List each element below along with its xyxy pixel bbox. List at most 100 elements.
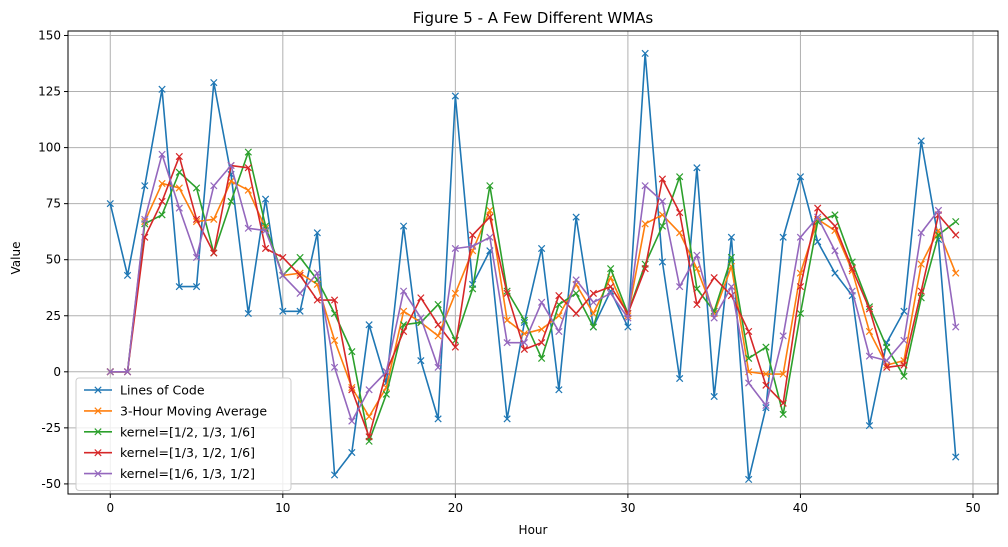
data-point-marker: [641, 49, 649, 58]
data-point-marker: [779, 233, 787, 241]
data-point-marker: [796, 282, 805, 291]
data-point-marker: [572, 289, 580, 297]
data-point-marker: [451, 343, 459, 351]
data-point-marker: [727, 233, 736, 241]
x-tick-label: 20: [448, 501, 463, 515]
x-axis-ticks: 0 10 20 30 40 50: [106, 494, 981, 515]
data-point-marker: [434, 415, 442, 423]
y-tick-label: 25: [46, 309, 61, 323]
data-point-marker: [917, 260, 925, 268]
y-tick-label: 75: [46, 197, 61, 211]
data-point-marker: [831, 211, 839, 219]
data-point-marker: [831, 247, 839, 255]
y-tick-label: 0: [53, 365, 61, 379]
data-point-marker: [676, 173, 684, 181]
data-point-marker: [434, 363, 442, 371]
legend-label: Lines of Code: [120, 383, 205, 398]
data-point-marker: [503, 316, 511, 324]
data-point-marker: [348, 448, 356, 457]
data-point-marker: [244, 309, 252, 318]
data-point-marker: [572, 213, 580, 221]
data-point-marker: [658, 197, 667, 206]
legend-label: 3-Hour Moving Average: [120, 403, 267, 418]
data-point-marker: [555, 291, 563, 300]
data-point-marker: [210, 78, 218, 87]
data-point-marker: [900, 372, 908, 380]
data-point-marker: [244, 186, 252, 194]
data-point-marker: [538, 325, 546, 333]
data-point-marker: [917, 137, 925, 145]
data-point-marker: [313, 229, 321, 237]
y-tick-label: 50: [46, 253, 61, 267]
data-point-marker: [917, 229, 925, 237]
data-point-marker: [952, 231, 960, 239]
data-point-marker: [538, 339, 546, 347]
data-point-marker: [538, 244, 546, 253]
data-point-marker: [727, 282, 736, 291]
data-point-marker: [952, 453, 960, 461]
data-point-marker: [210, 182, 218, 190]
data-point-marker: [814, 204, 822, 212]
data-point-marker: [175, 204, 183, 212]
data-point-marker: [175, 184, 183, 192]
data-point-marker: [883, 363, 891, 371]
data-point-marker: [865, 352, 874, 360]
data-point-marker: [589, 298, 598, 306]
data-point-marker: [451, 92, 459, 100]
data-point-marker: [917, 287, 925, 295]
data-point-marker: [158, 179, 166, 188]
data-point-marker: [848, 287, 856, 295]
data-point-marker: [814, 238, 822, 246]
data-point-marker: [900, 361, 908, 369]
data-point-marker: [607, 289, 615, 297]
data-point-marker: [486, 182, 494, 190]
data-point-marker: [417, 356, 425, 365]
data-point-marker: [745, 475, 753, 484]
data-point-marker: [382, 390, 390, 398]
data-point-marker: [624, 314, 632, 322]
x-tick-label: 10: [275, 501, 290, 515]
y-axis-label: Value: [9, 242, 23, 275]
y-axis-ticks: -50 -25 0 25 50 75 100 125 150: [38, 28, 68, 491]
data-point-marker: [710, 314, 718, 322]
data-point-marker: [589, 289, 598, 297]
data-point-marker: [641, 182, 649, 190]
legend-marker: [94, 449, 102, 457]
data-point-marker: [227, 197, 235, 206]
data-point-marker: [348, 386, 356, 394]
data-point-marker: [796, 309, 805, 318]
data-point-marker: [365, 413, 373, 421]
data-point-marker: [244, 224, 252, 232]
data-point-marker: [123, 368, 132, 376]
legend-marker: [94, 407, 102, 415]
data-point-marker: [710, 392, 718, 401]
data-point-marker: [779, 370, 787, 378]
y-tick-label: -25: [41, 421, 61, 435]
data-point-marker: [330, 336, 339, 345]
data-point-marker: [848, 265, 856, 273]
data-point-marker: [210, 249, 218, 257]
data-point-marker: [365, 386, 373, 394]
data-point-marker: [900, 307, 908, 315]
data-point-marker: [693, 164, 701, 172]
y-tick-label: -50: [41, 477, 61, 491]
data-point-marker: [365, 321, 373, 329]
data-point-marker: [399, 222, 408, 230]
data-point-marker: [158, 211, 166, 219]
data-point-marker: [503, 289, 511, 297]
data-point-marker: [192, 282, 201, 291]
data-point-marker: [555, 386, 563, 394]
data-point-marker: [745, 354, 753, 362]
data-point-marker: [572, 309, 580, 318]
data-point-marker: [658, 222, 667, 230]
data-point-marker: [520, 345, 528, 354]
legend-box: [75, 377, 292, 491]
data-point-marker: [261, 244, 270, 253]
data-point-marker: [865, 327, 874, 336]
data-point-marker: [934, 231, 943, 239]
data-point-marker: [244, 164, 252, 172]
data-point-marker: [279, 271, 287, 280]
data-point-marker: [676, 229, 684, 237]
data-point-marker: [261, 226, 270, 235]
legend-label: kernel=[1/2, 1/3, 1/6]: [120, 424, 255, 439]
